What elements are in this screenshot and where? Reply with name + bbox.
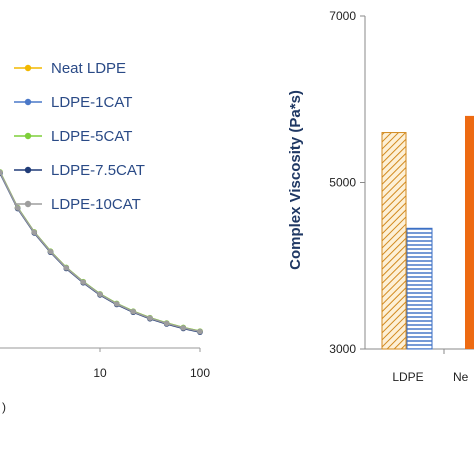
data-point	[180, 325, 187, 331]
data-point	[0, 169, 3, 176]
y-axis-title: Complex Viscosity (Pa*s)	[287, 90, 304, 270]
category-label: LDPE	[392, 370, 423, 384]
y-tick-label: 5000	[329, 176, 356, 190]
data-point	[14, 205, 21, 211]
legend-label: LDPE-10CAT	[51, 196, 141, 213]
line-chart-panel: 10 100) Neat LDPE LDPE-1CAT LDPE-5CAT LDPE-7.…	[0, 60, 210, 414]
bar-ldpe-series-0	[381, 132, 407, 350]
legend-label: Neat LDPE	[51, 60, 126, 77]
data-point	[80, 279, 87, 285]
y-tick-label: 3000	[329, 342, 356, 356]
bar-ne-series-2	[465, 115, 474, 350]
x-tick-label: 100	[190, 366, 210, 380]
legend-label: LDPE-1CAT	[51, 94, 132, 111]
legend-swatch-marker	[24, 132, 32, 140]
x-axis-title-fragment: )	[2, 400, 6, 414]
data-point	[197, 328, 203, 335]
legend-swatch-marker	[24, 166, 32, 174]
x-tick-label: 10	[93, 366, 107, 380]
legend-label: LDPE-7.5CAT	[51, 162, 145, 179]
data-point	[47, 248, 54, 255]
data-point	[63, 265, 70, 271]
legend-label: LDPE-5CAT	[51, 128, 132, 145]
legend-swatch-marker	[24, 200, 32, 208]
category-label: Ne	[453, 370, 469, 384]
data-point	[31, 229, 38, 236]
legend-swatch-marker	[24, 64, 32, 72]
data-point	[97, 291, 103, 298]
data-point	[163, 320, 170, 327]
legend-swatch-marker	[24, 98, 32, 106]
data-point	[130, 308, 137, 315]
bar-ldpe-series-1	[406, 227, 433, 350]
bar-chart-panel: 3000 5000 7000 LDPE Ne Complex Viscosity (Pa*…	[287, 9, 474, 384]
y-tick-label: 7000	[329, 9, 356, 23]
data-point	[147, 315, 153, 321]
data-point	[113, 301, 120, 307]
